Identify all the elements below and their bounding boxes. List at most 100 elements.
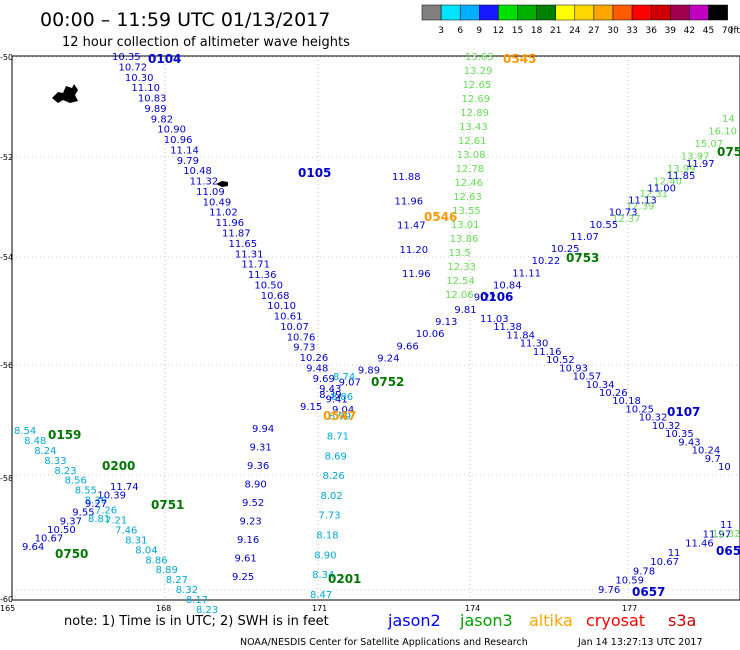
wave-height-value: 9.16 [237, 535, 259, 546]
wave-height-value: 10 [718, 462, 731, 473]
wave-height-value: 11.31 [235, 249, 264, 260]
wave-height-value: 8.02 [321, 491, 343, 502]
wave-height-value: 16.10 [708, 127, 737, 138]
colorbar-swatch [555, 4, 576, 21]
wave-height-value: 10.10 [267, 301, 296, 312]
wave-height-value: 11.84 [506, 330, 535, 341]
wave-height-value: 10.18 [612, 396, 641, 407]
wave-height-value: 11.96 [402, 269, 431, 280]
wave-height-value: 8.39 [319, 390, 341, 401]
wave-height-value: 10.22 [532, 256, 561, 267]
wave-height-value: 10.59 [615, 576, 644, 587]
wave-height-value: 12.31 [640, 189, 669, 200]
wave-height-value: 7.46 [115, 525, 137, 536]
wave-height-value: 10.76 [287, 332, 316, 343]
wave-height-value: 11.97 [686, 159, 715, 170]
colorbar-label: 15 [512, 26, 523, 36]
wave-height-value: 11.20 [400, 245, 429, 256]
wave-height-value: 12.37 [612, 214, 641, 225]
wave-height-value: 8.33 [44, 456, 66, 467]
pass-time-label: 0751 [151, 498, 184, 512]
wave-height-value: 12.65 [463, 80, 492, 91]
wave-height-value: 9.43 [678, 437, 700, 448]
colorbar-label: (ft) [730, 26, 740, 36]
wave-height-value: 12.89 [460, 108, 489, 119]
wave-height-value: 10.25 [625, 404, 654, 415]
pass-time-label: 0657 [632, 585, 665, 599]
wave-height-value: 11.85 [667, 171, 696, 182]
wave-height-value: 9.36 [247, 461, 269, 472]
colorbar-label: 33 [626, 26, 637, 36]
wave-height-value: 8.56 [65, 476, 87, 487]
colorbar-label: 42 [684, 26, 695, 36]
wave-height-value: 9.73 [293, 343, 315, 354]
wave-height-value: 11.14 [170, 145, 199, 156]
wave-height-value: 11.65 [229, 239, 258, 250]
wave-height-value: 11.30 [520, 339, 549, 350]
lon-label: 177 [622, 604, 637, 613]
wave-height-value: 10.72 [119, 62, 148, 73]
wave-height-value: 12.40 [653, 177, 682, 188]
wave-height-value: 8.54 [14, 426, 36, 437]
wave-height-value: 8.32 [176, 585, 198, 596]
wave-height-value: 13.08 [457, 150, 486, 161]
wave-height-value: 9.52 [242, 498, 264, 509]
satellite-legend-cryosat: cryosat [586, 611, 645, 630]
chart-title: 00:00 – 11:59 UTC 01/13/2017 [40, 9, 330, 31]
wave-height-value: 9.78 [633, 566, 655, 577]
colorbar-label: 39 [665, 26, 677, 36]
wave-height-value: 9.22 [474, 293, 496, 304]
pass-time-label: 0106 [480, 290, 513, 304]
wave-height-value: 10.30 [125, 73, 154, 84]
pass-time-label: 0107 [667, 405, 700, 419]
colorbar-label: 3 [438, 26, 444, 36]
wave-height-value: 9.7 [705, 454, 721, 465]
wave-height-value: 12.54 [446, 276, 475, 287]
wave-height-value: 9.13 [435, 317, 457, 328]
wave-height-value: 8.27 [166, 575, 188, 586]
map-gridlines [12, 56, 740, 600]
wave-height-value: 11.74 [110, 482, 139, 493]
wave-height-value: 9.82 [151, 114, 173, 125]
wave-height-value: 9.81 [454, 305, 476, 316]
wave-height-value: 11.36 [248, 270, 277, 281]
wave-height-value: 10.07 [280, 322, 309, 333]
wave-height-value: 7.21 [105, 516, 127, 527]
pass-time-label: 0752 [371, 375, 404, 389]
lat-label: -54 [0, 253, 13, 262]
wave-height-value: 10.32 [639, 413, 668, 424]
legend-note: note: 1) Time is in UTC; 2) SWH is in fe… [64, 614, 329, 629]
pass-time-label: 0200 [102, 459, 135, 473]
wave-height-value: 8.99 [329, 412, 351, 423]
colorbar-swatch [421, 4, 442, 21]
wave-height-value: 13.55 [452, 206, 481, 217]
wave-height-value: 10.25 [551, 244, 580, 255]
wave-height-value: 12.63 [453, 192, 482, 203]
wave-height-value: 10.48 [183, 166, 212, 177]
wave-height-value: 14 [722, 114, 735, 125]
wave-height-value: 10.57 [573, 372, 602, 383]
wave-height-value: 10.73 [609, 208, 638, 219]
wave-height-value: 9.27 [85, 499, 107, 510]
map-frame [11, 55, 740, 601]
wave-height-value: 13.29 [464, 66, 493, 77]
wave-height-value: 10.34 [586, 380, 615, 391]
colorbar-swatch [670, 4, 690, 21]
wave-height-value: 10.32 [652, 421, 681, 432]
wave-height-value: 10.50 [47, 525, 76, 536]
pass-time-label: 0547 [323, 409, 356, 423]
wave-height-value: 10.06 [416, 329, 445, 340]
pass-time-label: 0201 [328, 572, 361, 586]
pass-time-labels: 0104 0545 0105 0546 0753 0106 0752 0547 0107 0159… [48, 52, 740, 599]
colorbar-swatch [650, 4, 671, 21]
colorbar-label: 45 [703, 26, 714, 36]
wave-height-value: 11.46 [685, 539, 714, 550]
wave-height-value: 11.09 [196, 187, 225, 198]
wave-height-value: 10.52 [546, 355, 575, 366]
colorbar-label: 6 [457, 26, 463, 36]
wave-height-value: 10.35 [665, 429, 694, 440]
wave-height-value: 9.55 [72, 508, 94, 519]
wave-height-value: 8.74 [333, 372, 355, 383]
